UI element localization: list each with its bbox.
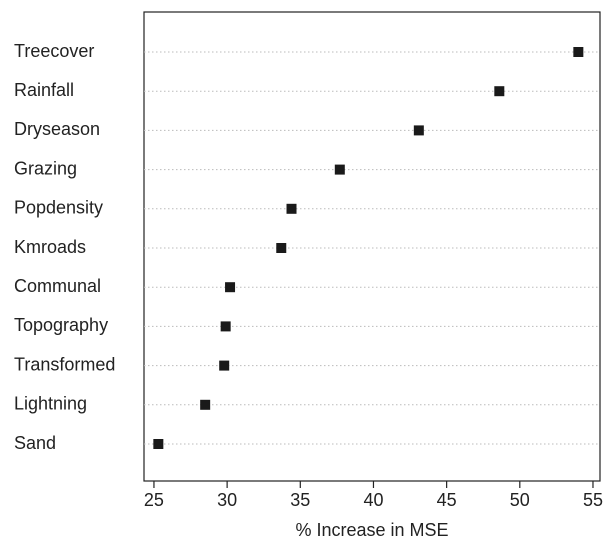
category-label: Lightning (14, 394, 87, 414)
plot-frame (143, 11, 601, 482)
category-label: Communal (14, 276, 101, 296)
dot (573, 47, 584, 57)
dot (153, 439, 164, 449)
x-tick-label: 50 (510, 490, 530, 510)
dot (200, 399, 211, 410)
category-label: Rainfall (14, 80, 74, 100)
dot (494, 86, 505, 97)
category-label: Treecover (14, 41, 94, 61)
dot (220, 321, 231, 332)
dot (276, 243, 287, 253)
x-tick-label: 55 (583, 490, 603, 510)
category-label: Grazing (14, 158, 77, 178)
x-tick-label: 35 (290, 490, 310, 510)
dot (219, 360, 230, 371)
category-label: Popdensity (14, 198, 103, 218)
category-label: Kmroads (14, 237, 86, 257)
x-tick-label: 25 (144, 490, 164, 510)
dot (413, 125, 424, 136)
x-axis-label: % Increase in MSE (295, 520, 448, 540)
dot (286, 203, 297, 214)
category-label: Dryseason (14, 119, 100, 139)
x-tick-label: 30 (217, 490, 237, 510)
dot (334, 164, 345, 175)
x-tick-label: 40 (363, 490, 383, 510)
category-label: Transformed (14, 354, 115, 374)
dot (225, 282, 236, 293)
category-label: Topography (14, 315, 108, 335)
x-tick-label: 45 (437, 490, 457, 510)
category-label: Sand (14, 433, 56, 453)
